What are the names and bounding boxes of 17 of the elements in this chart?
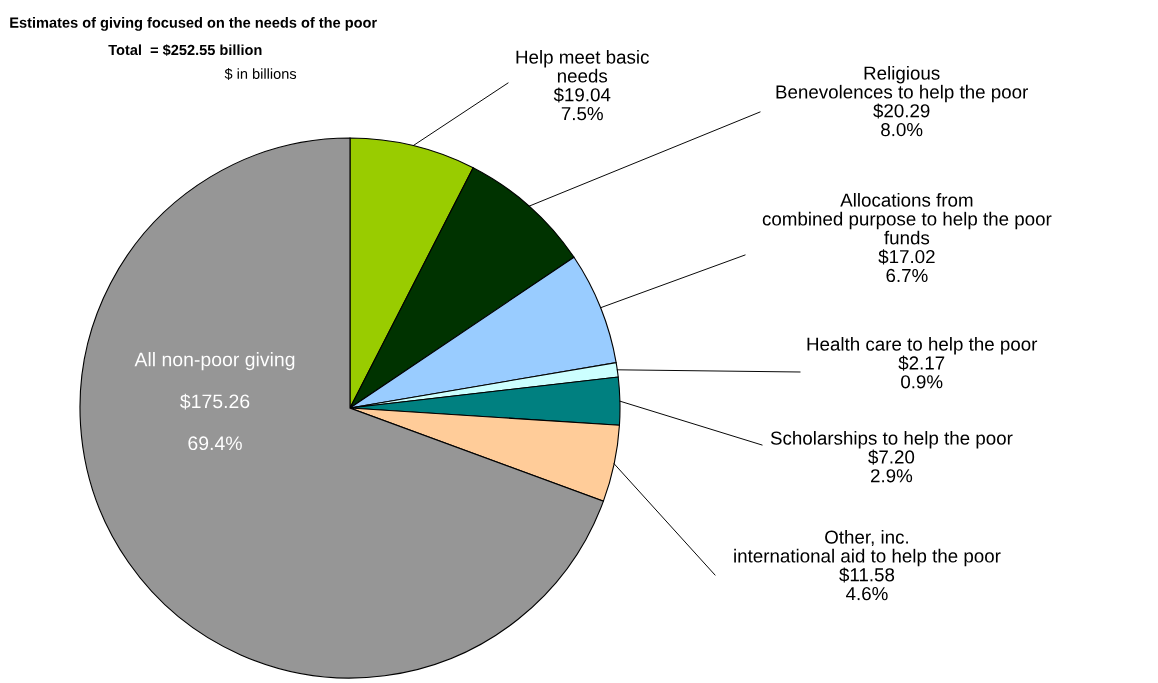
slice-label: Other, inc. international aid to help the poor	[734, 530, 1001, 567]
slice-label: Scholarships to help the poor	[770, 431, 1013, 449]
slice-label: Religious Benevolences to help the poor	[776, 66, 1028, 103]
text: $ in billions	[224, 68, 297, 80]
slice-label: All non-poor giving	[134, 352, 295, 371]
data-label: $11.58 4.6%	[839, 567, 895, 601]
chart-title: Estimates of giving focused on the needs of the poor	[10, 17, 377, 31]
slice-label: Help meet basic needs	[516, 50, 649, 83]
data-label: $19.04 7.5%	[553, 87, 611, 121]
chart-subtitle: Total = $252.55 billion	[108, 44, 262, 57]
data-label: $17.02 6.7%	[878, 249, 935, 283]
slice-label: Allocations from combined purpose to help the poor funds	[762, 193, 1052, 245]
slice-label: Health care to help the poor	[807, 337, 1038, 355]
data-label: $2.17 0.9%	[898, 355, 945, 389]
text: $175.26 69.4%	[180, 393, 250, 451]
data-label: $7.20 2.9%	[868, 449, 915, 483]
data-label: $20.29 8.0%	[873, 103, 930, 137]
